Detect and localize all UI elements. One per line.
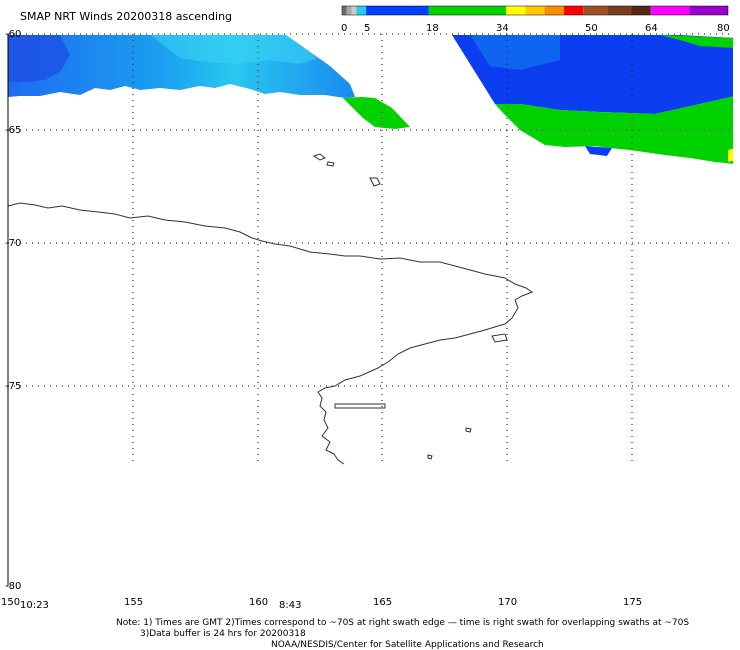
lat-label-70: -70 bbox=[5, 238, 21, 249]
note-line-1: Note: 1) Times are GMT 2)Times correspon… bbox=[116, 618, 689, 628]
lon-label-150: 150 bbox=[1, 597, 20, 608]
lat-label-60: -60 bbox=[5, 29, 21, 40]
islands bbox=[312, 153, 472, 460]
colorbar-segment-1 bbox=[346, 6, 352, 15]
lat-label-75: -75 bbox=[5, 381, 21, 392]
colorbar-tick-80: 80 bbox=[717, 23, 730, 34]
coastline bbox=[7, 202, 534, 465]
colorbar-segment-9 bbox=[563, 6, 584, 15]
colorbar-segment-7 bbox=[525, 6, 545, 15]
colorbar-segment-14 bbox=[689, 6, 728, 15]
colorbar-segment-13 bbox=[650, 6, 690, 15]
colorbar-tick-34: 34 bbox=[496, 23, 509, 34]
longitude-labels: 150 155 160 165 170 175 bbox=[1, 597, 642, 608]
note-line-2: 3)Data buffer is 24 hrs for 20200318 bbox=[140, 629, 306, 639]
colorbar-segment-3 bbox=[356, 6, 367, 15]
color-bar: 0 5 18 34 50 64 80 bbox=[341, 5, 730, 34]
lon-label-155: 155 bbox=[124, 597, 143, 608]
lat-label-65: -65 bbox=[5, 125, 21, 136]
swath-time-center: 8:43 bbox=[279, 600, 301, 611]
footnotes: Note: 1) Times are GMT 2)Times correspon… bbox=[116, 618, 689, 650]
colorbar-segment-0 bbox=[342, 6, 347, 15]
colorbar-segment-12 bbox=[631, 6, 651, 15]
colorbar-tick-50: 50 bbox=[585, 23, 598, 34]
map-title: SMAP NRT Winds 20200318 ascending bbox=[20, 10, 232, 23]
lon-label-160: 160 bbox=[249, 597, 268, 608]
lon-label-175: 175 bbox=[623, 597, 642, 608]
colorbar-segment-6 bbox=[506, 6, 526, 15]
colorbar-segment-5 bbox=[428, 6, 507, 15]
colorbar-segment-10 bbox=[583, 6, 608, 15]
latitude-labels: -60 -65 -70 -75 -80 bbox=[5, 29, 21, 592]
swath-left bbox=[8, 35, 410, 129]
colorbar-segment-4 bbox=[366, 6, 429, 15]
lat-lon-grid bbox=[8, 33, 733, 465]
map-area bbox=[8, 35, 733, 164]
note-line-3: NOAA/NESDIS/Center for Satellite Applica… bbox=[271, 640, 544, 650]
colorbar-tick-18: 18 bbox=[426, 23, 439, 34]
colorbar-segment-8 bbox=[544, 6, 564, 15]
colorbar-tick-64: 64 bbox=[645, 23, 658, 34]
swath-time-left: 10:23 bbox=[20, 600, 49, 611]
colorbar-tick-0: 0 bbox=[341, 23, 347, 34]
lon-label-165: 165 bbox=[373, 597, 392, 608]
lon-label-170: 170 bbox=[498, 597, 517, 608]
colorbar-tick-5: 5 bbox=[364, 23, 370, 34]
colorbar-segment-2 bbox=[351, 6, 357, 15]
swath-right bbox=[452, 35, 733, 164]
lat-label-80: -80 bbox=[5, 581, 21, 592]
colorbar-segment-11 bbox=[607, 6, 632, 15]
